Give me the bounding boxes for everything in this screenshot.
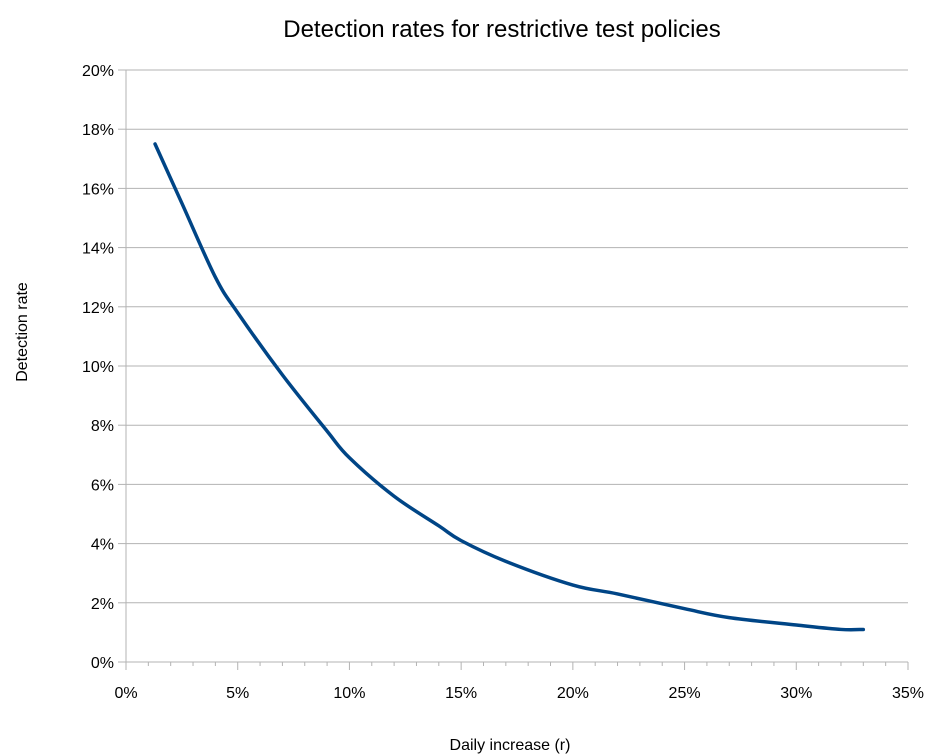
- x-tick-labels: 0% 5% 10% 15% 20% 25% 30% 35%: [114, 685, 924, 702]
- y-axis-label: Detection rate: [14, 282, 31, 382]
- x-tick-label: 25%: [669, 685, 701, 702]
- x-tick-label: 5%: [226, 685, 249, 702]
- y-tick-label: 6%: [91, 477, 114, 494]
- chart-title: Detection rates for restrictive test pol…: [283, 16, 721, 43]
- y-tick-label: 4%: [91, 537, 114, 554]
- x-tick-label: 35%: [892, 685, 924, 702]
- y-tick-label: 2%: [91, 596, 114, 613]
- y-tick-label: 8%: [91, 418, 114, 435]
- y-tick-label: 18%: [82, 122, 114, 139]
- axes: [118, 69, 909, 670]
- y-tick-labels: 0% 2% 4% 6% 8% 10% 12% 14% 16% 18% 20%: [82, 63, 114, 672]
- x-tick-label: 20%: [557, 685, 589, 702]
- y-tick-label: 12%: [82, 300, 114, 317]
- y-tick-label: 10%: [82, 359, 114, 376]
- y-tick-label: 20%: [82, 63, 114, 80]
- x-axis-label: Daily increase (r): [450, 737, 571, 754]
- series: [153, 142, 866, 632]
- x-tick-label: 0%: [114, 685, 137, 702]
- y-tick-label: 14%: [82, 241, 114, 258]
- x-tick-label: 15%: [445, 685, 477, 702]
- x-tick-label: 30%: [780, 685, 812, 702]
- series-line: [153, 142, 866, 632]
- x-tick-label: 10%: [333, 685, 365, 702]
- y-tick-label: 0%: [91, 655, 114, 672]
- gridlines: [126, 69, 908, 604]
- y-tick-label: 16%: [82, 181, 114, 198]
